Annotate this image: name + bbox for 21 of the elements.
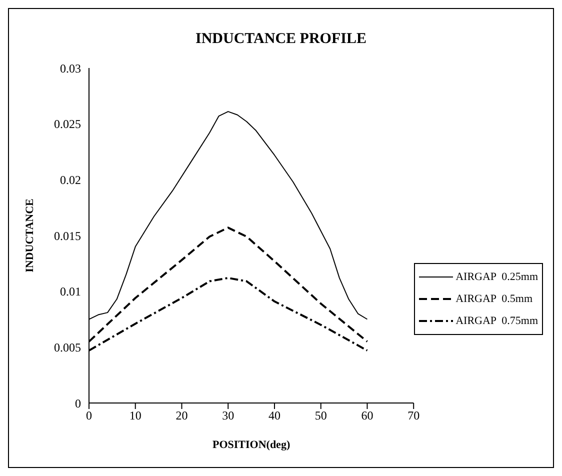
x-tick-label: 40 bbox=[268, 408, 280, 423]
x-tick-label: 70 bbox=[408, 408, 420, 423]
x-tick-label: 30 bbox=[222, 408, 234, 423]
legend-label: AIRGAP 0.75mm bbox=[456, 315, 538, 327]
y-tick-label: 0.025 bbox=[54, 117, 81, 132]
y-tick-label: 0 bbox=[75, 396, 81, 410]
y-tick-label: 0.005 bbox=[54, 340, 81, 354]
y-tick-label: 0.03 bbox=[60, 61, 81, 76]
x-axis-title: POSITION(deg) bbox=[212, 439, 290, 451]
chart-title: INDUCTANCE PROFILE bbox=[194, 31, 368, 48]
y-tick-label: 0.01 bbox=[60, 284, 81, 299]
x-tick-label: 0 bbox=[86, 408, 92, 423]
y-axis-title: INDUCTANCE bbox=[24, 198, 36, 272]
y-tick-label: 0.015 bbox=[54, 228, 81, 243]
legend-label: AIRGAP 0.5mm bbox=[456, 293, 532, 305]
y-tick-label: 0.02 bbox=[60, 172, 81, 187]
legend-label: AIRGAP 0.25mm bbox=[456, 271, 538, 283]
x-tick-label: 10 bbox=[129, 408, 142, 423]
x-tick-label: 20 bbox=[176, 408, 188, 423]
x-tick-label: 60 bbox=[361, 408, 374, 423]
x-tick-label: 50 bbox=[314, 408, 327, 423]
